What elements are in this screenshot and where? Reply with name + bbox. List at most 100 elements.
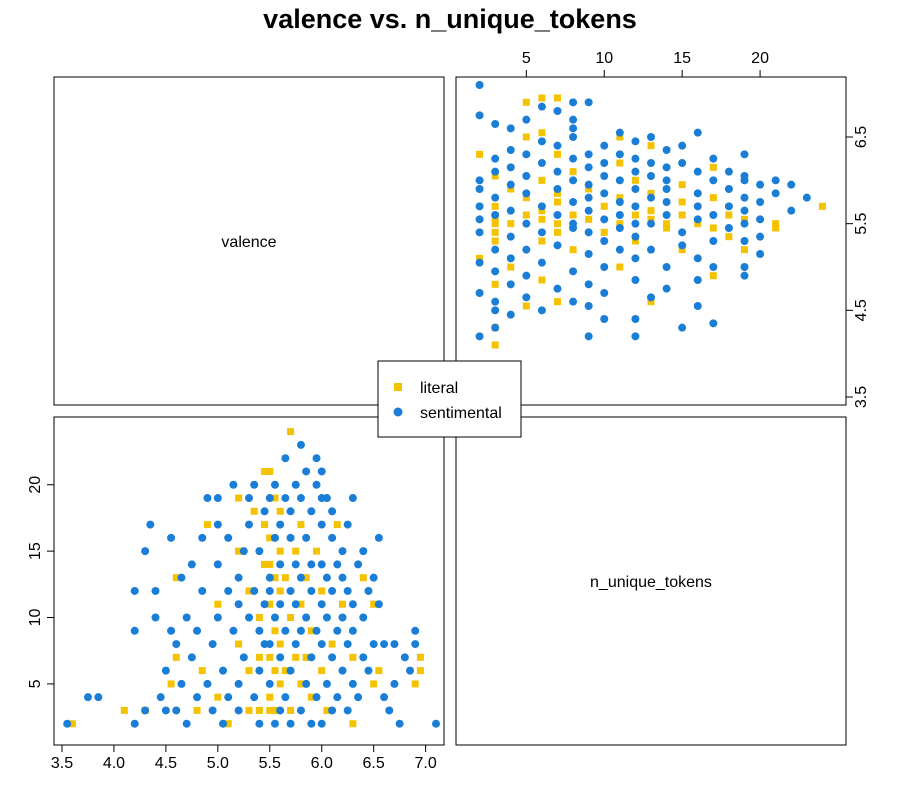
point-sentimental — [203, 679, 212, 688]
point-literal — [250, 507, 258, 515]
point-sentimental — [615, 176, 624, 185]
point-sentimental — [506, 206, 515, 215]
point-literal — [616, 194, 624, 202]
point-literal — [694, 220, 702, 228]
point-literal — [287, 614, 295, 622]
point-sentimental — [291, 560, 300, 569]
point-literal — [271, 667, 279, 675]
point-literal — [292, 547, 300, 555]
point-sentimental — [569, 133, 578, 141]
point-sentimental — [239, 547, 248, 556]
point-sentimental — [631, 254, 640, 263]
point-sentimental — [787, 180, 796, 189]
point-sentimental — [600, 189, 609, 198]
point-sentimental — [631, 315, 640, 323]
point-sentimental — [491, 120, 500, 128]
point-sentimental — [740, 150, 749, 159]
point-literal — [266, 560, 274, 568]
point-literal — [631, 176, 639, 184]
point-sentimental — [328, 653, 337, 662]
point-sentimental — [693, 215, 702, 224]
point-sentimental — [182, 719, 191, 728]
legend: literal sentimental — [377, 360, 522, 438]
legend-label-sentimental: sentimental — [420, 405, 502, 422]
point-literal — [271, 494, 279, 502]
point-sentimental — [553, 185, 562, 193]
point-sentimental — [475, 81, 484, 89]
point-sentimental — [255, 666, 264, 675]
point-literal — [245, 706, 253, 714]
point-literal — [271, 627, 279, 635]
point-sentimental — [537, 228, 546, 237]
point-literal — [416, 653, 424, 661]
point-sentimental — [286, 666, 295, 675]
diagonal-label-n-unique-tokens: n_unique_tokens — [590, 574, 712, 591]
point-literal — [554, 298, 561, 306]
point-sentimental — [506, 254, 515, 263]
point-literal — [554, 94, 561, 102]
point-sentimental — [307, 586, 316, 595]
x-tick-label-top-right: 5 — [522, 50, 531, 67]
x-tick-label-bottom-left: 6.0 — [311, 755, 333, 772]
point-literal — [678, 211, 686, 219]
x-tick-label-bottom-left: 4.5 — [155, 755, 177, 772]
point-sentimental — [302, 679, 311, 688]
point-literal — [741, 215, 748, 223]
point-literal — [411, 680, 419, 688]
point-literal — [328, 640, 336, 648]
point-literal — [725, 233, 733, 241]
point-sentimental — [537, 159, 546, 167]
point-sentimental — [333, 560, 342, 569]
point-literal — [193, 706, 201, 714]
point-sentimental — [475, 111, 484, 120]
point-literal — [255, 706, 263, 714]
point-sentimental — [631, 219, 640, 228]
point-literal — [333, 521, 341, 529]
point-sentimental — [475, 176, 484, 185]
panel-top-right-frame — [455, 76, 847, 406]
point-sentimental — [569, 154, 578, 163]
point-sentimental — [208, 640, 217, 649]
point-sentimental — [167, 533, 176, 542]
point-sentimental — [161, 706, 170, 715]
point-sentimental — [740, 176, 749, 185]
point-sentimental — [475, 185, 484, 193]
point-sentimental — [491, 297, 500, 306]
point-literal — [313, 547, 321, 555]
point-sentimental — [291, 600, 300, 609]
point-sentimental — [255, 719, 264, 728]
point-sentimental — [203, 494, 212, 503]
panel-bottom-left-frame — [53, 416, 445, 746]
point-literal — [476, 254, 484, 262]
point-sentimental — [553, 107, 562, 115]
point-sentimental — [265, 640, 274, 649]
point-sentimental — [333, 626, 342, 635]
point-sentimental — [569, 124, 578, 133]
point-sentimental — [600, 159, 609, 167]
point-sentimental — [709, 263, 718, 271]
point-sentimental — [475, 332, 484, 341]
point-sentimental — [312, 693, 321, 702]
point-sentimental — [584, 163, 593, 172]
point-sentimental — [522, 115, 531, 124]
point-sentimental — [219, 719, 228, 728]
point-sentimental — [182, 613, 191, 622]
point-sentimental — [615, 198, 624, 206]
point-sentimental — [553, 167, 562, 176]
point-sentimental — [491, 267, 500, 276]
x-tick-label-bottom-left: 6.5 — [363, 755, 385, 772]
point-literal — [198, 667, 206, 675]
point-sentimental — [584, 193, 593, 202]
point-sentimental — [348, 679, 357, 688]
point-literal — [266, 534, 274, 542]
point-sentimental — [322, 613, 331, 622]
point-sentimental — [491, 211, 500, 219]
y-tick-label-top-right: 3.5 — [853, 386, 870, 408]
point-sentimental — [537, 258, 546, 267]
point-literal — [554, 220, 561, 228]
point-literal — [266, 467, 274, 475]
point-sentimental — [506, 232, 515, 241]
point-sentimental — [359, 547, 368, 556]
point-sentimental — [265, 573, 274, 582]
point-sentimental — [317, 467, 326, 476]
